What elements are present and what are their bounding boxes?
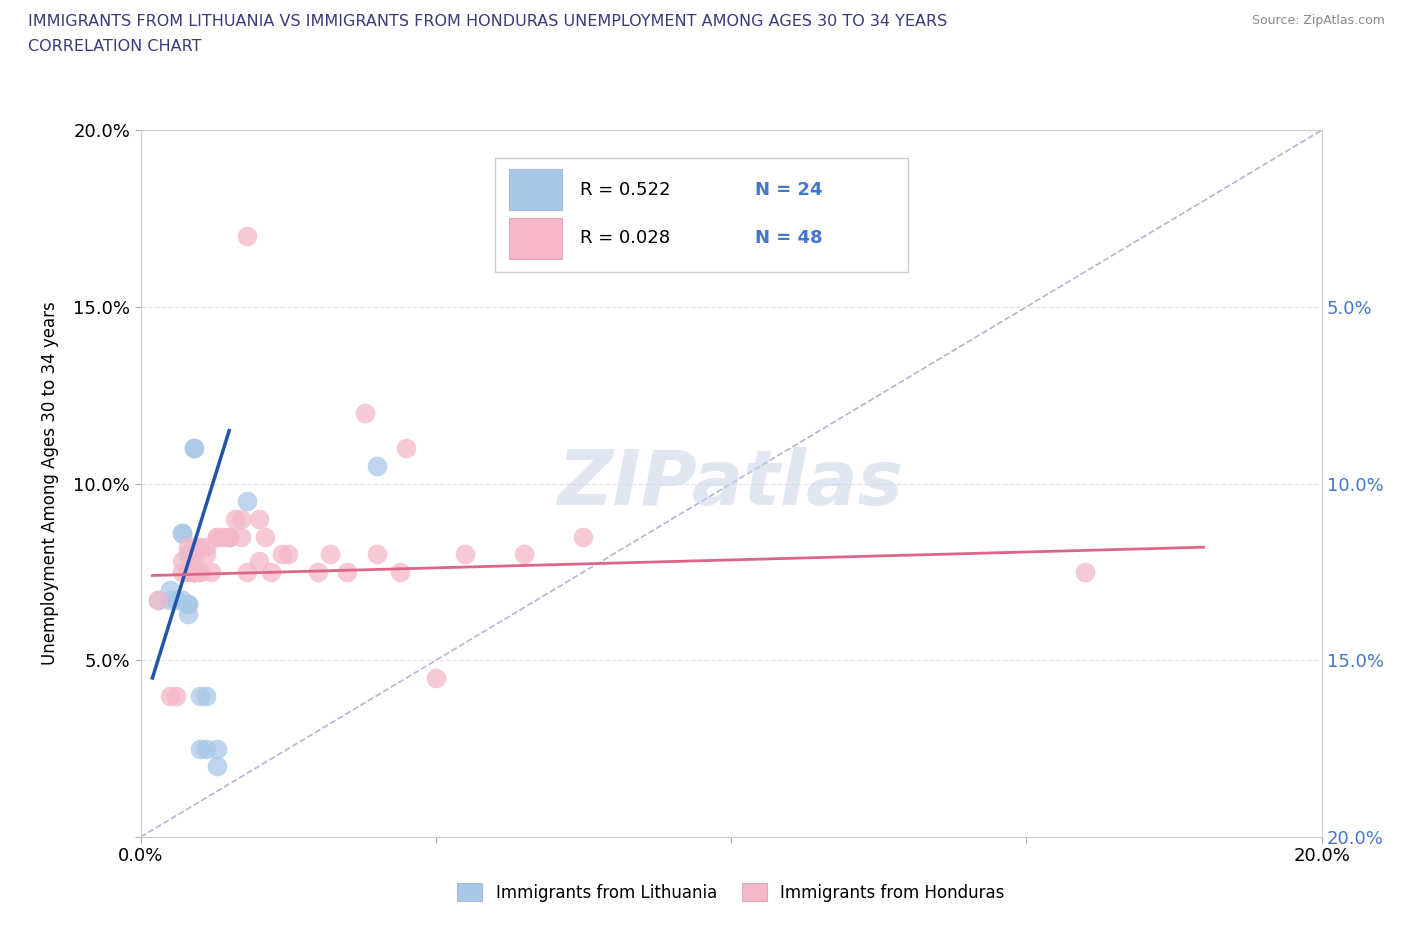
Text: R = 0.028: R = 0.028 <box>579 230 671 247</box>
Point <box>148 592 170 607</box>
Point <box>177 596 200 611</box>
Point <box>159 688 181 703</box>
Point <box>188 539 211 554</box>
Point <box>318 547 340 562</box>
Point <box>183 565 205 579</box>
Point <box>572 529 595 544</box>
Point <box>207 529 229 544</box>
Point <box>177 539 200 554</box>
Text: R = 0.522: R = 0.522 <box>579 180 671 199</box>
Text: ZIPatlas: ZIPatlas <box>558 446 904 521</box>
Point <box>170 565 193 579</box>
Point <box>389 565 412 579</box>
Point <box>229 512 252 526</box>
FancyBboxPatch shape <box>509 169 562 210</box>
Point <box>236 229 259 244</box>
Point <box>253 529 276 544</box>
Point <box>177 565 200 579</box>
Point <box>259 565 281 579</box>
Point <box>183 565 205 579</box>
Point <box>170 525 193 540</box>
Point <box>307 565 329 579</box>
Point <box>513 547 536 562</box>
Point <box>188 688 211 703</box>
Text: N = 24: N = 24 <box>755 180 823 199</box>
Point <box>236 565 259 579</box>
Point <box>194 547 217 562</box>
Point <box>183 441 205 456</box>
Point <box>1074 565 1097 579</box>
Text: CORRELATION CHART: CORRELATION CHART <box>28 39 201 54</box>
Point <box>183 547 205 562</box>
Point <box>454 547 477 562</box>
Point <box>177 565 200 579</box>
FancyBboxPatch shape <box>509 218 562 259</box>
Point <box>177 596 200 611</box>
Point <box>159 582 181 597</box>
Point <box>183 554 205 569</box>
Point <box>207 759 229 774</box>
Point <box>336 565 359 579</box>
Point <box>188 565 211 579</box>
Y-axis label: Unemployment Among Ages 30 to 34 years: Unemployment Among Ages 30 to 34 years <box>41 301 59 666</box>
Point <box>188 741 211 756</box>
Point <box>395 441 418 456</box>
Point <box>159 592 181 607</box>
Point <box>212 529 235 544</box>
Point <box>218 529 240 544</box>
Point <box>224 512 246 526</box>
Point <box>236 494 259 509</box>
Point <box>247 554 270 569</box>
Point <box>194 539 217 554</box>
Point <box>207 529 229 544</box>
Point <box>366 547 388 562</box>
Point <box>183 441 205 456</box>
Point <box>200 565 222 579</box>
Point <box>170 592 193 607</box>
Point <box>354 405 377 420</box>
FancyBboxPatch shape <box>495 158 908 272</box>
Point <box>183 539 205 554</box>
Text: Source: ZipAtlas.com: Source: ZipAtlas.com <box>1251 14 1385 27</box>
Text: IMMIGRANTS FROM LITHUANIA VS IMMIGRANTS FROM HONDURAS UNEMPLOYMENT AMONG AGES 30: IMMIGRANTS FROM LITHUANIA VS IMMIGRANTS … <box>28 14 948 29</box>
Point <box>183 565 205 579</box>
Point <box>366 458 388 473</box>
Point <box>229 529 252 544</box>
Point <box>271 547 294 562</box>
Point <box>183 565 205 579</box>
Point <box>170 525 193 540</box>
Point <box>207 741 229 756</box>
Point <box>194 741 217 756</box>
Point <box>165 688 187 703</box>
Point <box>218 529 240 544</box>
Legend: Immigrants from Lithuania, Immigrants from Honduras: Immigrants from Lithuania, Immigrants fr… <box>449 875 1014 910</box>
Point <box>165 592 187 607</box>
Point <box>183 565 205 579</box>
Point <box>247 512 270 526</box>
Point <box>177 607 200 622</box>
Point <box>170 554 193 569</box>
Point <box>277 547 299 562</box>
Point <box>218 529 240 544</box>
Point <box>425 671 447 685</box>
Point <box>148 592 170 607</box>
Point <box>177 547 200 562</box>
Text: N = 48: N = 48 <box>755 230 823 247</box>
Point <box>188 565 211 579</box>
Point <box>194 688 217 703</box>
